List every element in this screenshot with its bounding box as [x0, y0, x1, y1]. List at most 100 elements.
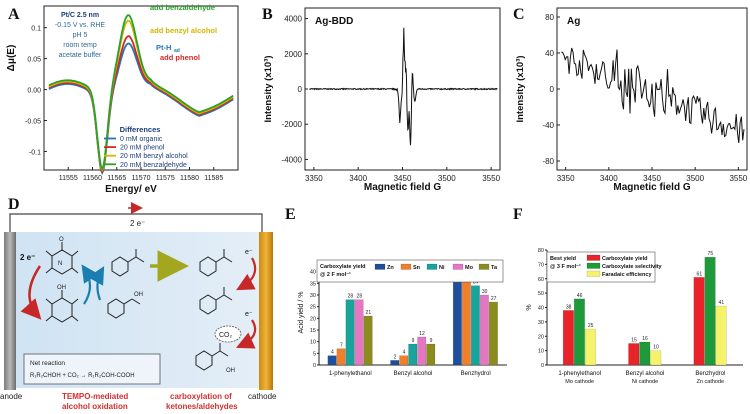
legend-swatch-e [426, 263, 438, 270]
annotation-benzaldehyde: add benzaldehyde [150, 3, 215, 12]
y-tick-label-e: 30 [310, 293, 316, 299]
bar-value-label-f: 16 [642, 336, 648, 342]
acid-oh-label: OH [226, 368, 235, 374]
y-tick-label-c: -80 [542, 157, 554, 166]
bar-f [650, 350, 662, 366]
y-tick-label-f: 50 [538, 291, 544, 297]
bar-f [715, 305, 727, 366]
legend-label-a: 0 mM organic [120, 136, 163, 143]
annotation-a: pH 5 [73, 32, 88, 39]
bar-value-label-f: 46 [577, 293, 583, 299]
y-tick-label-f: 70 [538, 262, 544, 268]
left-caption-2: alcohol oxidation [62, 402, 128, 411]
annotation-a: Pt/C 2.5 nm [61, 12, 99, 19]
chart-b: 4000 2000 0 -2000 -4000 3350 3400 3450 3500 3550 M… [263, 7, 501, 193]
panel-label-e: E [285, 206, 296, 223]
bar-value-label-e: 4 [331, 350, 334, 356]
x-tick-label-b: 3550 [482, 174, 500, 183]
annotation-a: -0.15 V vs. RHE [55, 22, 106, 29]
y-tick-label-f: 40 [538, 306, 544, 312]
bar-value-label-e: 7 [340, 343, 343, 349]
cell-diagram: 2 e⁻ 2 e⁻ N O OH OH [0, 202, 277, 411]
left-electron-label: 2 e⁻ [20, 253, 35, 262]
legend-label-a: 20 mM phenol [120, 145, 165, 152]
legend-title-f: Best yield [550, 256, 576, 262]
panel-label-b: B [262, 6, 273, 23]
bar-e [363, 315, 373, 366]
x-tick-label-c: 3450 [643, 174, 661, 183]
legend-box-f [546, 251, 656, 283]
bar-value-label-f: 75 [708, 251, 714, 257]
bar-f [573, 298, 585, 366]
legend-swatch-f [586, 254, 601, 261]
y-tick-label-e: 20 [310, 316, 316, 322]
bar-f [562, 310, 574, 366]
y-axis-label-e: Acid yield / % [298, 291, 305, 333]
panel-label-f: F [513, 206, 523, 223]
y-tick-label-a: 0.05 [27, 57, 41, 64]
cathode-label: cathode [248, 392, 277, 401]
legend-label-f: Carboxylate yield [602, 256, 648, 262]
tempo-n-label: N [58, 261, 62, 267]
tempo-o-label: O [59, 237, 64, 243]
annotation-pt-h: Pt-H [156, 43, 171, 52]
y-tick-label-a: -0.1 [29, 149, 41, 156]
legend-label-f: Faradaic efficiency [602, 272, 652, 278]
bar-value-label-e: 9 [412, 338, 415, 344]
legend-label-e: Zn [387, 265, 394, 271]
right-caption-2: ketones/aldehydes [166, 402, 238, 411]
legend-label-a: 20 mM benzaldehyde [120, 162, 187, 169]
bar-e [452, 276, 462, 366]
legend-label-f: Carboxylate selectivity [602, 264, 663, 270]
category-label-e: Benzhydrol [461, 371, 491, 377]
bar-f [704, 256, 716, 366]
category-sublabel-f: Ni cathode [632, 379, 658, 385]
co2-bubble [214, 325, 242, 343]
tempo-oh-label: OH [57, 285, 66, 291]
net-reaction-box [23, 353, 161, 385]
legend-subtitle-e: @ 2 F mol⁻¹ [320, 271, 351, 278]
y-tick-label-a: 0.1 [31, 26, 41, 33]
net-reaction-equation: R₁R₂CHOH + CO₂ → R₁R₂COH-COOH [30, 373, 135, 379]
bar-e [345, 299, 355, 366]
bar-value-label-e: 28 [357, 294, 363, 300]
ketone-right [199, 249, 233, 277]
bar-f [693, 277, 705, 366]
y-tick-label-b: 2000 [284, 50, 302, 59]
legend-label-e: Mo [465, 265, 474, 271]
cathode-electron-2: e⁻ [245, 311, 253, 318]
bar-value-label-e: 2 [394, 354, 397, 360]
bar-e [417, 336, 427, 366]
ketyl-radical [199, 287, 233, 315]
bar-value-label-e: 30 [482, 289, 488, 295]
panel-label-c: C [513, 6, 525, 23]
spectrum-b [309, 27, 498, 146]
oxidation-arrow [20, 265, 42, 320]
y-tick-label-f: 80 [538, 248, 544, 254]
y-axis-label-c: Intensity (x10³) [515, 55, 526, 122]
category-label-e: 1-phenylethanol [329, 371, 372, 377]
bar-e [470, 285, 480, 366]
x-tick-label-a: 11570 [132, 175, 151, 182]
x-tick-label-c: 3500 [686, 174, 704, 183]
panel-label-d: D [8, 196, 20, 213]
category-label-f: Benzhydrol [695, 371, 725, 377]
x-tick-label-a: 11585 [204, 175, 223, 182]
bar-value-label-e: 34 [473, 280, 479, 286]
legend-subtitle-f: @ 3 F mol⁻¹ [550, 263, 581, 270]
cathode-electron-1: e⁻ [245, 249, 253, 256]
y-tick-label-a: -0.05 [25, 118, 41, 125]
annotation-phenol: add phenol [160, 53, 200, 62]
y-tick-label-e: 0 [313, 363, 316, 369]
bar-e [461, 280, 471, 366]
x-tick-label-c: 3550 [729, 174, 747, 183]
right-caption-1: carboxylation of [170, 392, 232, 401]
alcohol-oh-label: OH [134, 292, 143, 298]
category-label-f: Benzyl alcohol [626, 371, 665, 377]
legend-label-e: Ta [491, 265, 498, 271]
series-line-a [48, 42, 234, 175]
y-tick-label-e: 40 [310, 270, 316, 276]
x-axis-label-b: Magnetic field G [364, 182, 441, 193]
category-sublabel-f: Zn cathode [697, 379, 725, 385]
y-tick-label-e: 25 [310, 305, 316, 311]
